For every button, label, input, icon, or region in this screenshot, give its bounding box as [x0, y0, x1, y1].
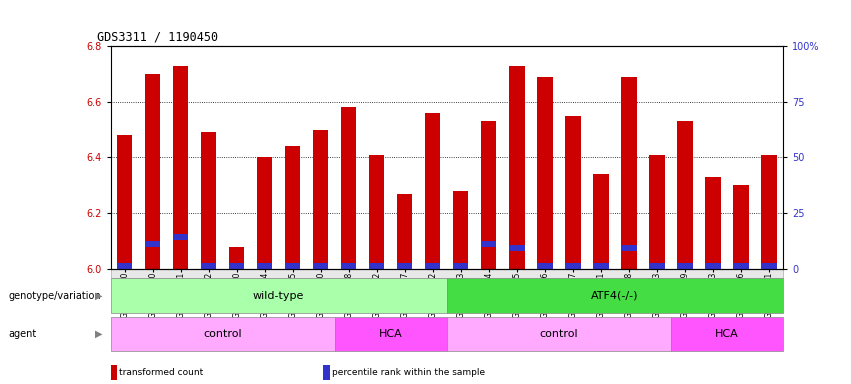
- Bar: [593, 174, 608, 269]
- Bar: [173, 234, 188, 240]
- Bar: [705, 263, 721, 269]
- Text: wild-type: wild-type: [253, 291, 305, 301]
- Bar: [649, 263, 665, 269]
- Bar: [677, 263, 693, 269]
- Bar: [537, 77, 552, 269]
- Bar: [565, 116, 580, 269]
- Bar: [509, 245, 524, 251]
- Text: genotype/variation: genotype/variation: [9, 291, 101, 301]
- Bar: [397, 194, 413, 269]
- Bar: [537, 263, 552, 269]
- Bar: [369, 263, 385, 269]
- Bar: [117, 135, 133, 269]
- Bar: [677, 121, 693, 269]
- Bar: [509, 66, 524, 269]
- Bar: [257, 157, 272, 269]
- Bar: [117, 263, 133, 269]
- Bar: [425, 263, 441, 269]
- Bar: [111, 317, 334, 351]
- Text: percentile rank within the sample: percentile rank within the sample: [332, 368, 485, 377]
- Bar: [734, 263, 749, 269]
- Bar: [649, 155, 665, 269]
- Bar: [334, 317, 447, 351]
- Text: transformed count: transformed count: [119, 368, 203, 377]
- Bar: [453, 263, 469, 269]
- Bar: [447, 317, 671, 351]
- Bar: [481, 241, 496, 247]
- Bar: [341, 263, 357, 269]
- Bar: [145, 241, 160, 247]
- Text: HCA: HCA: [715, 329, 739, 339]
- Bar: [341, 107, 357, 269]
- Bar: [173, 66, 188, 269]
- Text: GDS3311 / 1190450: GDS3311 / 1190450: [97, 30, 219, 43]
- Bar: [257, 263, 272, 269]
- Text: ▶: ▶: [94, 329, 102, 339]
- Bar: [285, 146, 300, 269]
- Bar: [481, 121, 496, 269]
- Bar: [229, 247, 244, 269]
- Text: agent: agent: [9, 329, 37, 339]
- Bar: [621, 245, 637, 251]
- Bar: [397, 263, 413, 269]
- Text: HCA: HCA: [379, 329, 403, 339]
- Bar: [671, 317, 783, 351]
- Bar: [425, 113, 441, 269]
- Bar: [447, 278, 783, 313]
- Bar: [369, 155, 385, 269]
- Bar: [285, 263, 300, 269]
- Bar: [313, 129, 328, 269]
- Bar: [761, 155, 777, 269]
- Bar: [201, 263, 216, 269]
- Bar: [761, 263, 777, 269]
- Text: ▶: ▶: [94, 291, 102, 301]
- Bar: [229, 263, 244, 269]
- Bar: [145, 74, 160, 269]
- Bar: [734, 185, 749, 269]
- Bar: [705, 177, 721, 269]
- Text: control: control: [540, 329, 578, 339]
- Bar: [313, 263, 328, 269]
- Bar: [565, 263, 580, 269]
- Bar: [111, 278, 447, 313]
- Bar: [593, 263, 608, 269]
- Bar: [453, 191, 469, 269]
- Text: control: control: [203, 329, 242, 339]
- Bar: [201, 132, 216, 269]
- Bar: [621, 77, 637, 269]
- Text: ATF4(-/-): ATF4(-/-): [591, 291, 638, 301]
